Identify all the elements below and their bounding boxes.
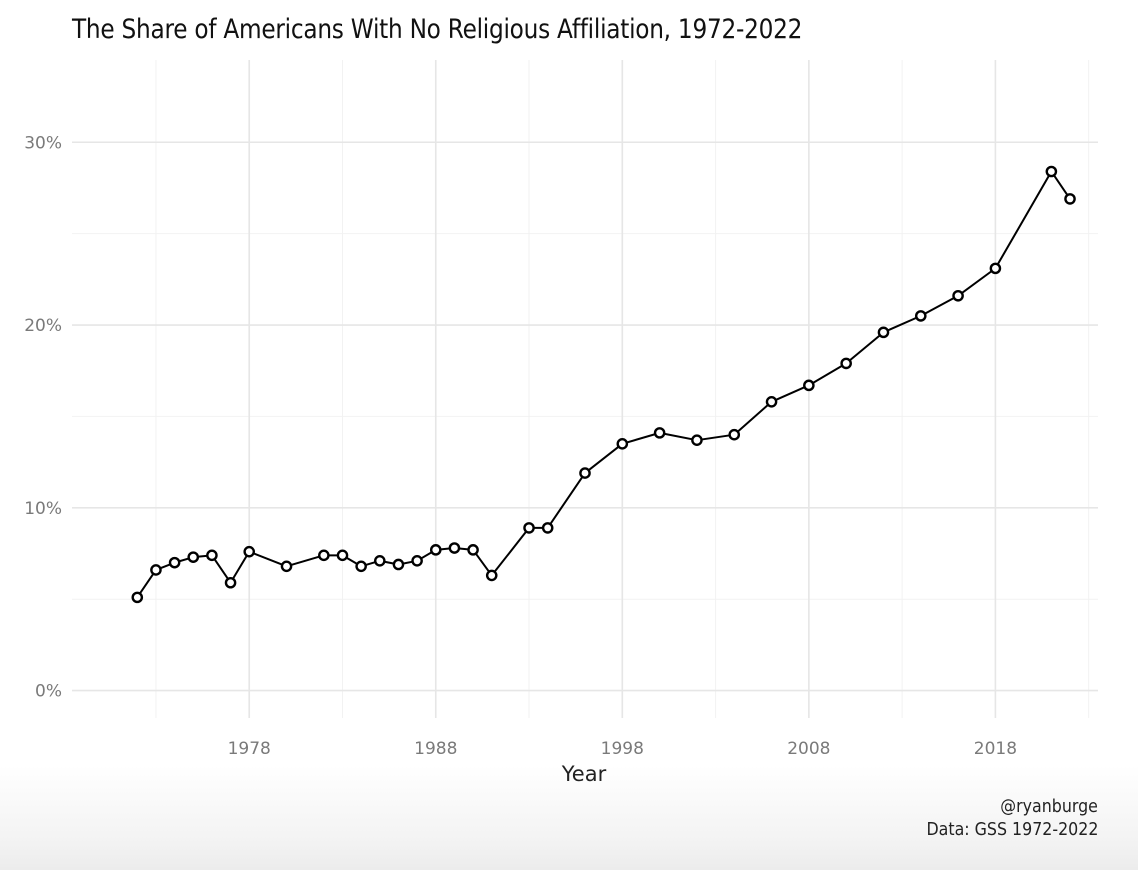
chart-title: The Share of Americans With No Religious… [72, 14, 803, 45]
x-tick-label: 2008 [787, 739, 830, 759]
data-point [150, 564, 162, 576]
data-point [691, 434, 703, 446]
data-point [318, 549, 330, 562]
data-point [728, 428, 741, 441]
data-point [1045, 165, 1058, 178]
data-point [840, 357, 852, 370]
data-point [467, 544, 479, 556]
y-tick-labels: 0% 10% 20% 30% [24, 133, 62, 701]
y-tick-label: 20% [24, 316, 62, 336]
data-point [653, 427, 666, 439]
data-point [224, 576, 237, 589]
data-point [579, 467, 591, 479]
x-tick-labels: 1978 1988 1998 2008 2018 [228, 739, 1017, 759]
data-point [187, 551, 200, 563]
x-tick-label: 1978 [228, 739, 271, 759]
data-point [243, 545, 256, 558]
y-tick-label: 0% [35, 682, 62, 702]
data-point [355, 560, 367, 573]
series-line [136, 170, 1071, 598]
x-tick-label: 2018 [974, 739, 1017, 759]
data-point [280, 560, 293, 573]
data-point [803, 379, 815, 392]
caption-source: Data: GSS 1972-2022 [926, 819, 1098, 840]
major-gridlines [72, 60, 1098, 718]
data-point [373, 555, 386, 567]
y-tick-label: 10% [24, 499, 62, 519]
data-point [877, 326, 890, 339]
data-point [429, 544, 442, 556]
series-lines [136, 170, 1071, 598]
data-point [989, 262, 1002, 275]
data-point [1064, 193, 1076, 205]
data-point [485, 569, 498, 582]
data-point [131, 591, 144, 604]
y-tick-label: 30% [24, 133, 62, 153]
data-point [168, 556, 181, 569]
data-point [952, 289, 964, 302]
x-tick-label: 1988 [414, 739, 457, 759]
data-point [914, 310, 927, 322]
data-point [336, 549, 349, 562]
data-point [523, 522, 535, 534]
series-points [131, 165, 1076, 604]
x-tick-label: 1998 [601, 739, 644, 759]
x-axis-title: Year [561, 762, 607, 786]
data-point [541, 522, 554, 534]
data-point [206, 549, 218, 562]
minor-gridlines [72, 60, 1098, 718]
data-point [392, 558, 405, 571]
data-point [411, 555, 423, 567]
caption-handle: @ryanburge [1000, 796, 1098, 817]
data-point [765, 395, 778, 408]
data-point [448, 542, 461, 554]
data-point [616, 438, 629, 450]
